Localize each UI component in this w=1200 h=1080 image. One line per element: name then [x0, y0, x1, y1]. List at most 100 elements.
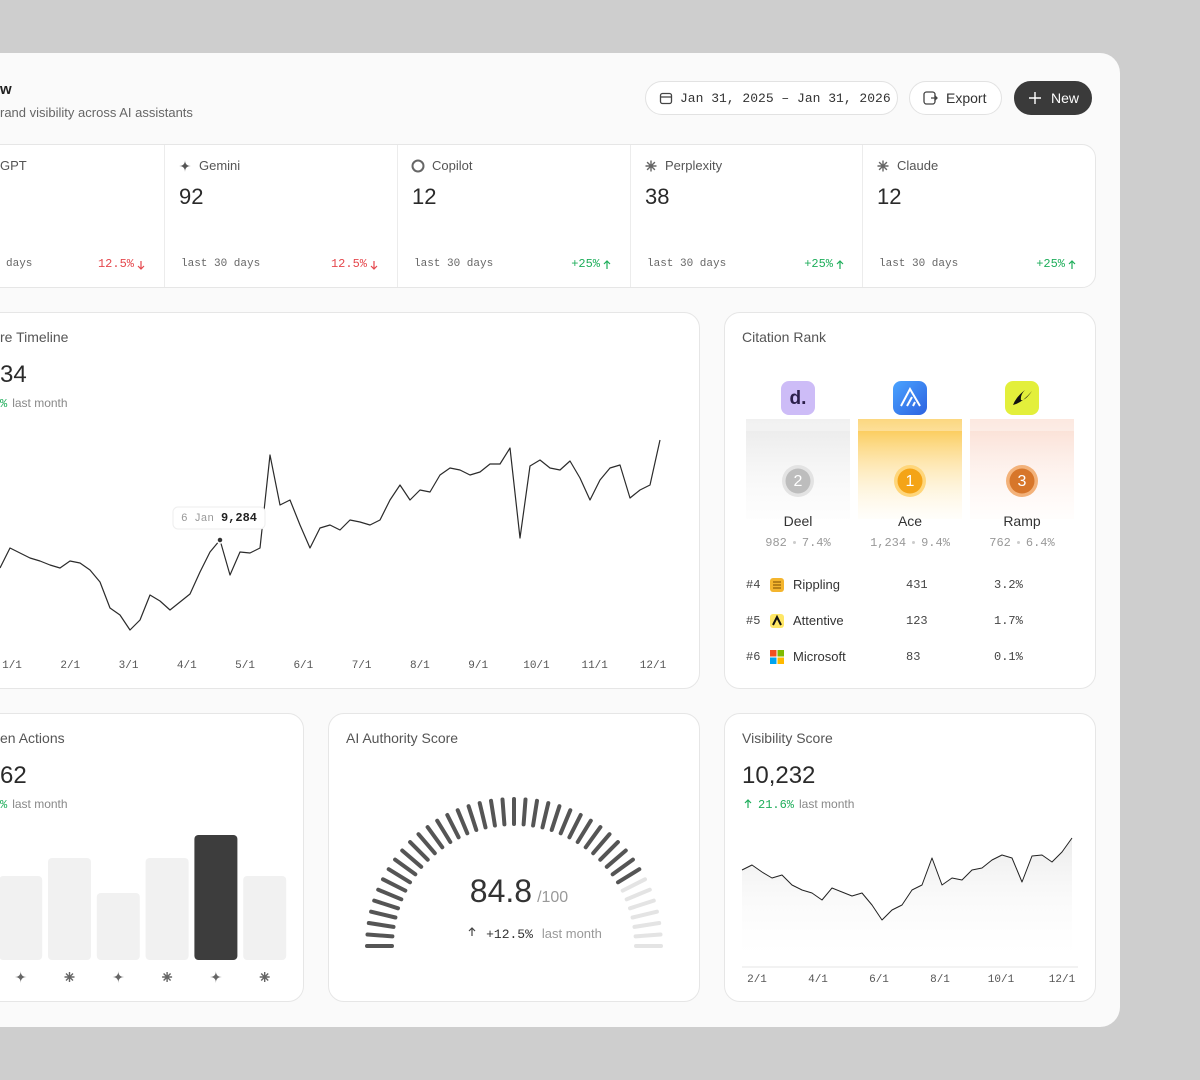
icon [209, 971, 222, 983]
separator [1016, 541, 1020, 545]
gauge-track [620, 877, 663, 948]
separator [912, 541, 916, 545]
change-value: % [0, 397, 8, 411]
bar [0, 876, 43, 960]
x-tick-label: 7/1 [352, 660, 372, 672]
logo-mark [900, 386, 921, 407]
count: 1,234 [870, 536, 907, 550]
x-tick-label: 4/1 [808, 974, 828, 986]
x-tick-label: 9/1 [468, 660, 488, 672]
calendar-icon [659, 92, 673, 105]
arrow-icon [603, 260, 611, 269]
row-logo-mark [772, 614, 782, 626]
x-tick-label: 12/1 [1049, 974, 1076, 986]
change-value: +12.5% [486, 927, 533, 942]
x-tick-label: 5/1 [235, 660, 255, 672]
kpi-divider [862, 145, 863, 287]
change-note: last month [12, 396, 68, 410]
arrow-icon [744, 799, 752, 808]
icon [112, 971, 125, 983]
kpi-divider [164, 145, 165, 287]
new-label: New [1051, 90, 1080, 106]
rank-number: 2 [794, 473, 803, 490]
tooltip-dot [216, 536, 224, 544]
x-tick-label: 3/1 [119, 660, 139, 672]
share: 7.4% [801, 536, 831, 550]
kpi-change: 12.5% [97, 257, 134, 271]
row-share: 3.2% [994, 578, 1023, 592]
icon [14, 971, 27, 983]
logo-text: d. [790, 388, 807, 409]
panel-title: AI Authority Score [346, 730, 459, 746]
line-series [0, 439, 661, 631]
date-range-button[interactable]: Jan 31, 2025 – Jan 31, 2026 [645, 81, 898, 115]
page-subtitle: rand visibility across AI assistants [0, 105, 193, 120]
podium-stats: 762 6.4% [970, 536, 1074, 550]
podium-name: Deel [783, 513, 813, 529]
arrow-icon [370, 261, 378, 270]
row-logo-mark [773, 581, 781, 589]
bar [194, 835, 238, 960]
bar [243, 876, 287, 960]
tooltip-value: 9,284 [221, 511, 257, 525]
change-note: last month [799, 797, 855, 811]
logo-mark [1013, 390, 1032, 405]
kpi-change: +25% [1036, 257, 1065, 271]
row-logo [770, 657, 777, 664]
kpi-footer: last 30 days [647, 258, 727, 270]
change-note: last month [541, 926, 602, 941]
row-share: 1.7% [994, 614, 1023, 628]
rank-badge [785, 468, 811, 494]
kpi-footer: last 30 days [414, 258, 494, 270]
logo [893, 381, 927, 415]
rank-number: 3 [1018, 473, 1027, 490]
x-tick-label: 11/1 [581, 660, 608, 672]
kpi-value: 38 [645, 184, 670, 209]
panel-value: 34 [0, 361, 27, 388]
row-rank: #5 [746, 614, 761, 628]
change-value: 21.6% [758, 798, 795, 812]
export-button[interactable]: Export [909, 81, 1002, 115]
line-series [741, 837, 1073, 921]
plus-icon [1029, 92, 1041, 104]
x-tick-label: 8/1 [410, 660, 430, 672]
score-max: /100 [537, 889, 569, 906]
x-tick-label: 4/1 [177, 660, 197, 672]
kpi-divider [630, 145, 631, 287]
panel-title: Citation Rank [742, 329, 827, 345]
change-line: % last month [0, 797, 68, 812]
score: 84.8 [469, 873, 533, 909]
row-count: 431 [906, 578, 928, 592]
podium-edge [746, 419, 850, 431]
row-logo [770, 650, 777, 657]
kpi-name: Claude [897, 158, 939, 173]
export-icon [923, 91, 938, 105]
timeline-panel [0, 312, 700, 689]
kpi-name: Perplexity [665, 158, 723, 173]
x-tick-label: 10/1 [988, 974, 1015, 986]
logo [1005, 381, 1039, 415]
bar [48, 858, 91, 960]
row-name: Microsoft [793, 649, 846, 664]
x-tick-label: 6/1 [293, 660, 313, 672]
panel-value: 10,232 [742, 762, 816, 789]
gauge-value: 84.8/100 [333, 872, 705, 910]
count: 982 [765, 536, 787, 550]
podium-stats: 1,234 9.4% [858, 536, 962, 550]
x-tick-label: 2/1 [747, 974, 767, 986]
date-range: Jan 31, 2025 – Jan 31, 2026 [680, 90, 891, 106]
gauge-change: +12.5% last month [348, 926, 720, 943]
arrow-icon [468, 927, 476, 936]
tooltip-box [172, 506, 266, 530]
icon [162, 972, 173, 982]
new-button[interactable]: New [1014, 81, 1092, 115]
panel-value: 62 [0, 762, 27, 789]
kpi-strip [0, 144, 1096, 288]
kpi-footer: last 30 days [181, 258, 261, 270]
arrow-icon [468, 927, 476, 936]
kpi-footer: last 30 days [879, 258, 959, 270]
change-line: 21.6% last month [758, 797, 854, 812]
row-rank: #4 [746, 578, 761, 592]
x-tick-label: 8/1 [930, 974, 950, 986]
